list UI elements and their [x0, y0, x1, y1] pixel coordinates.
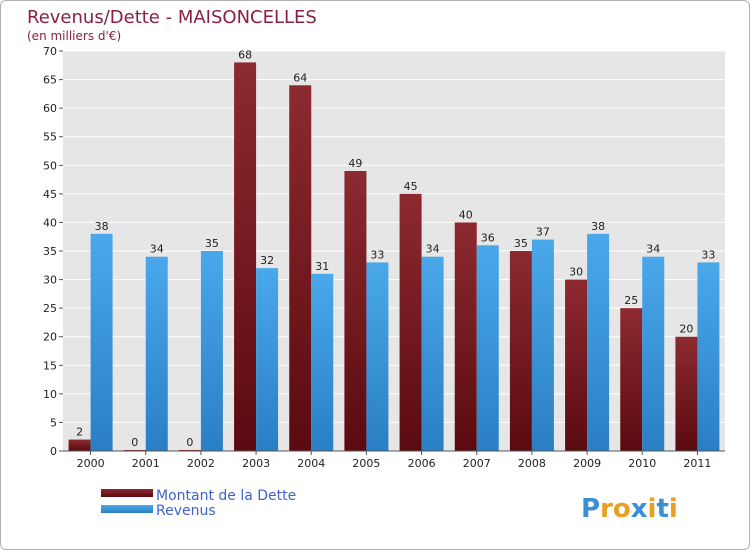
data-label: 20	[679, 323, 693, 336]
y-tick-label: 50	[43, 159, 57, 172]
data-label: 2	[76, 426, 83, 439]
data-label: 45	[404, 180, 418, 193]
data-label: 31	[315, 260, 329, 273]
bar-revenus	[256, 268, 279, 451]
data-label: 38	[95, 220, 109, 233]
data-label: 32	[260, 254, 274, 267]
x-tick-label: 2010	[628, 457, 656, 470]
data-label: 37	[536, 226, 550, 239]
bar-revenus	[531, 239, 554, 451]
bar-revenus	[476, 245, 499, 451]
bar-revenus	[697, 262, 720, 451]
legend-swatch-revenus	[101, 505, 153, 513]
x-tick-label: 2003	[242, 457, 270, 470]
bar-revenus	[311, 273, 334, 451]
logo-letter: i	[669, 494, 678, 524]
x-tick-label: 2007	[463, 457, 491, 470]
x-tick-label: 2008	[518, 457, 546, 470]
chart-title: Revenus/Dette - MAISONCELLES	[27, 7, 317, 28]
x-tick-label: 2002	[187, 457, 215, 470]
y-tick-label: 10	[43, 388, 57, 401]
x-tick-label: 2001	[132, 457, 160, 470]
bar-revenus	[200, 251, 223, 451]
x-axis-ticks: 2000 2001 2002 2003 2004 2005 2006 2007 2008 2009…	[77, 451, 711, 470]
bar-revenus	[145, 256, 168, 451]
bar-dette	[509, 251, 532, 451]
x-tick-label: 2004	[297, 457, 325, 470]
legend: Montant de la Dette Revenus	[101, 488, 296, 519]
logo-letter: r	[600, 494, 613, 524]
bar-dette	[68, 439, 91, 451]
bar-dette	[399, 193, 422, 451]
x-tick-label: 2006	[408, 457, 436, 470]
data-label: 34	[426, 243, 440, 256]
y-tick-label: 25	[43, 302, 57, 315]
legend-label-revenus: Revenus	[156, 503, 216, 519]
data-label: 35	[205, 237, 219, 250]
y-tick-label: 40	[43, 216, 57, 229]
bar-dette	[565, 279, 588, 451]
bar-dette	[675, 336, 698, 451]
data-label: 33	[701, 248, 715, 261]
data-label: 49	[348, 157, 362, 170]
y-axis-ticks: 0 5 10 15 20 25 30 35 40 45 50 55 60 65 70	[43, 45, 63, 458]
bar-revenus	[642, 256, 665, 451]
data-label: 38	[591, 220, 605, 233]
bar-dette	[344, 171, 367, 451]
data-label: 33	[370, 248, 384, 261]
y-tick-label: 45	[43, 188, 57, 201]
logo-letter: i	[648, 494, 657, 524]
data-label: 68	[238, 48, 252, 61]
logo-letter: P	[581, 494, 600, 524]
x-tick-label: 2005	[352, 457, 380, 470]
bar-revenus	[421, 256, 444, 451]
bar-dette	[620, 308, 643, 451]
x-tick-label: 2011	[683, 457, 711, 470]
legend-label-dette: Montant de la Dette	[156, 488, 296, 504]
x-tick-label: 2009	[573, 457, 601, 470]
data-label: 36	[481, 231, 495, 244]
y-tick-label: 0	[50, 445, 57, 458]
data-label: 34	[150, 243, 164, 256]
x-tick-label: 2000	[77, 457, 105, 470]
data-label: 40	[459, 208, 473, 221]
bar-revenus	[587, 233, 610, 451]
y-tick-label: 15	[43, 359, 57, 372]
data-label: 0	[131, 436, 138, 449]
logo-letter: t	[656, 494, 668, 524]
data-label: 35	[514, 237, 528, 250]
bars	[68, 62, 720, 452]
data-label: 25	[624, 294, 638, 307]
data-label: 34	[646, 243, 660, 256]
chart-subtitle: (en milliers d'€)	[27, 29, 121, 43]
bar-dette	[289, 85, 312, 452]
y-tick-label: 70	[43, 45, 57, 58]
bar-revenus	[366, 262, 389, 451]
y-tick-label: 65	[43, 74, 57, 87]
y-tick-label: 5	[50, 416, 57, 429]
bar-dette	[234, 62, 257, 452]
legend-swatch-dette	[101, 489, 153, 497]
y-tick-label: 35	[43, 245, 57, 258]
y-tick-label: 30	[43, 274, 57, 287]
gridlines	[63, 50, 725, 452]
bar-dette	[454, 222, 477, 451]
proxiti-logo: Proxiti	[581, 494, 678, 524]
data-label: 30	[569, 266, 583, 279]
logo-letter: o	[613, 494, 631, 524]
data-label: 0	[186, 436, 193, 449]
data-label: 64	[293, 71, 307, 84]
logo-letter: x	[631, 494, 648, 524]
y-tick-label: 20	[43, 331, 57, 344]
data-labels: 2 38 0 34 0 35 68 32 64 31 49 33 45 34 40 36 35 37 30 38 25 3…	[76, 48, 715, 449]
y-tick-label: 55	[43, 131, 57, 144]
bar-revenus	[90, 233, 113, 451]
y-tick-label: 60	[43, 102, 57, 115]
